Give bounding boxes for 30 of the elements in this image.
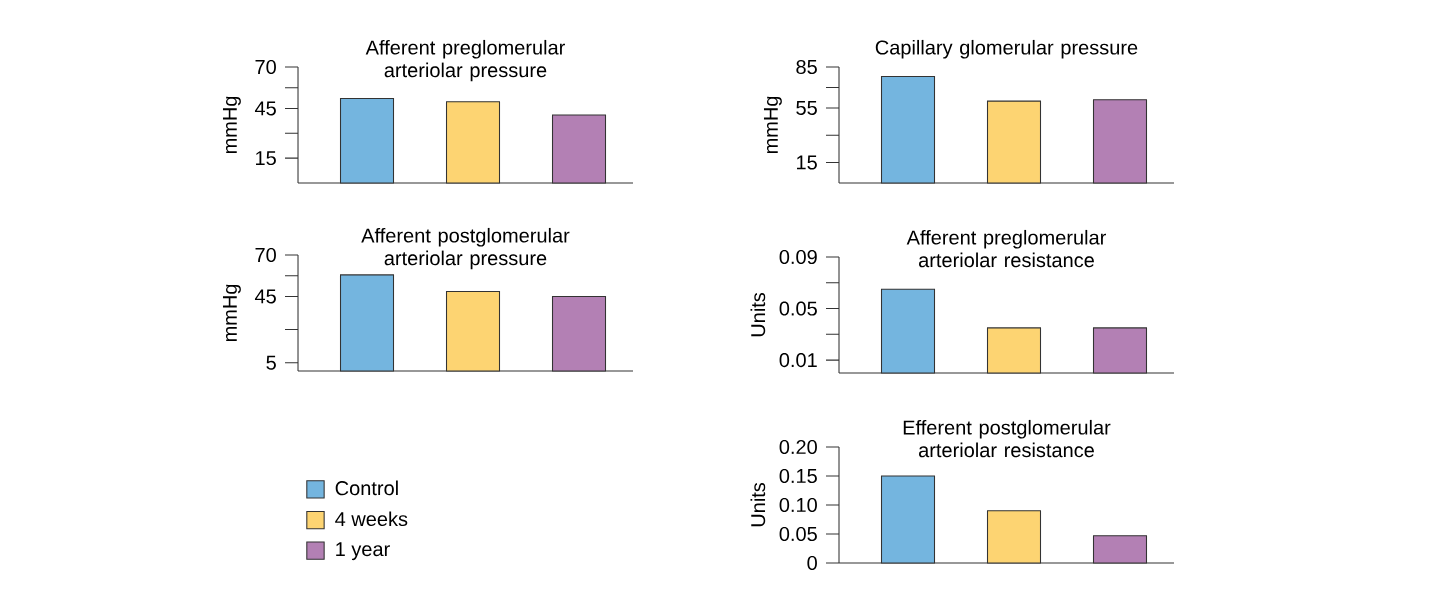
y-tick-label: 0.20 — [779, 439, 817, 455]
chart-title: Capillary glomerular pressure — [875, 39, 1138, 59]
y-axis-title: mmHg — [222, 96, 241, 154]
legend-label: 4 weeks — [335, 511, 408, 527]
y-tick-label: 0.15 — [779, 468, 817, 484]
y-tick-label: 0.05 — [779, 301, 817, 316]
y-tick-label: 5 — [266, 355, 276, 370]
y-tick-label: 45 — [254, 289, 276, 304]
chart-title: Efferent postglomerular arteriolar resistance — [903, 419, 1111, 458]
y-tick-label: 0.01 — [779, 353, 817, 368]
y-tick-label: 0 — [807, 555, 817, 571]
y-tick-label: 55 — [796, 100, 817, 115]
y-axis-title: mmHg — [222, 284, 241, 342]
chart-title: Afferent preglomerular arteriolar resistance — [906, 229, 1106, 268]
y-axis-title: mmHg — [763, 96, 782, 154]
y-tick-label: 85 — [796, 59, 817, 75]
y-tick-label: 15 — [256, 151, 276, 166]
y-tick-label: 0.09 — [779, 249, 817, 265]
y-axis-title: Units — [750, 292, 766, 337]
y-tick-label: 0.05 — [779, 526, 817, 542]
y-axis-title: Units — [750, 482, 766, 527]
y-tick-label: 70 — [255, 247, 276, 263]
legend-label: 1 year — [336, 542, 390, 561]
y-tick-label: 45 — [254, 101, 276, 116]
y-tick-label: 70 — [255, 59, 276, 75]
legend-label: Control — [335, 480, 398, 496]
chart-title: Afferent preglomerular arteriolar pressure — [365, 39, 565, 82]
chart-title: Afferent postglomerular arteriolar pressure — [361, 227, 570, 270]
y-tick-label: 0.10 — [779, 497, 817, 513]
y-tick-label: 15 — [797, 155, 817, 170]
